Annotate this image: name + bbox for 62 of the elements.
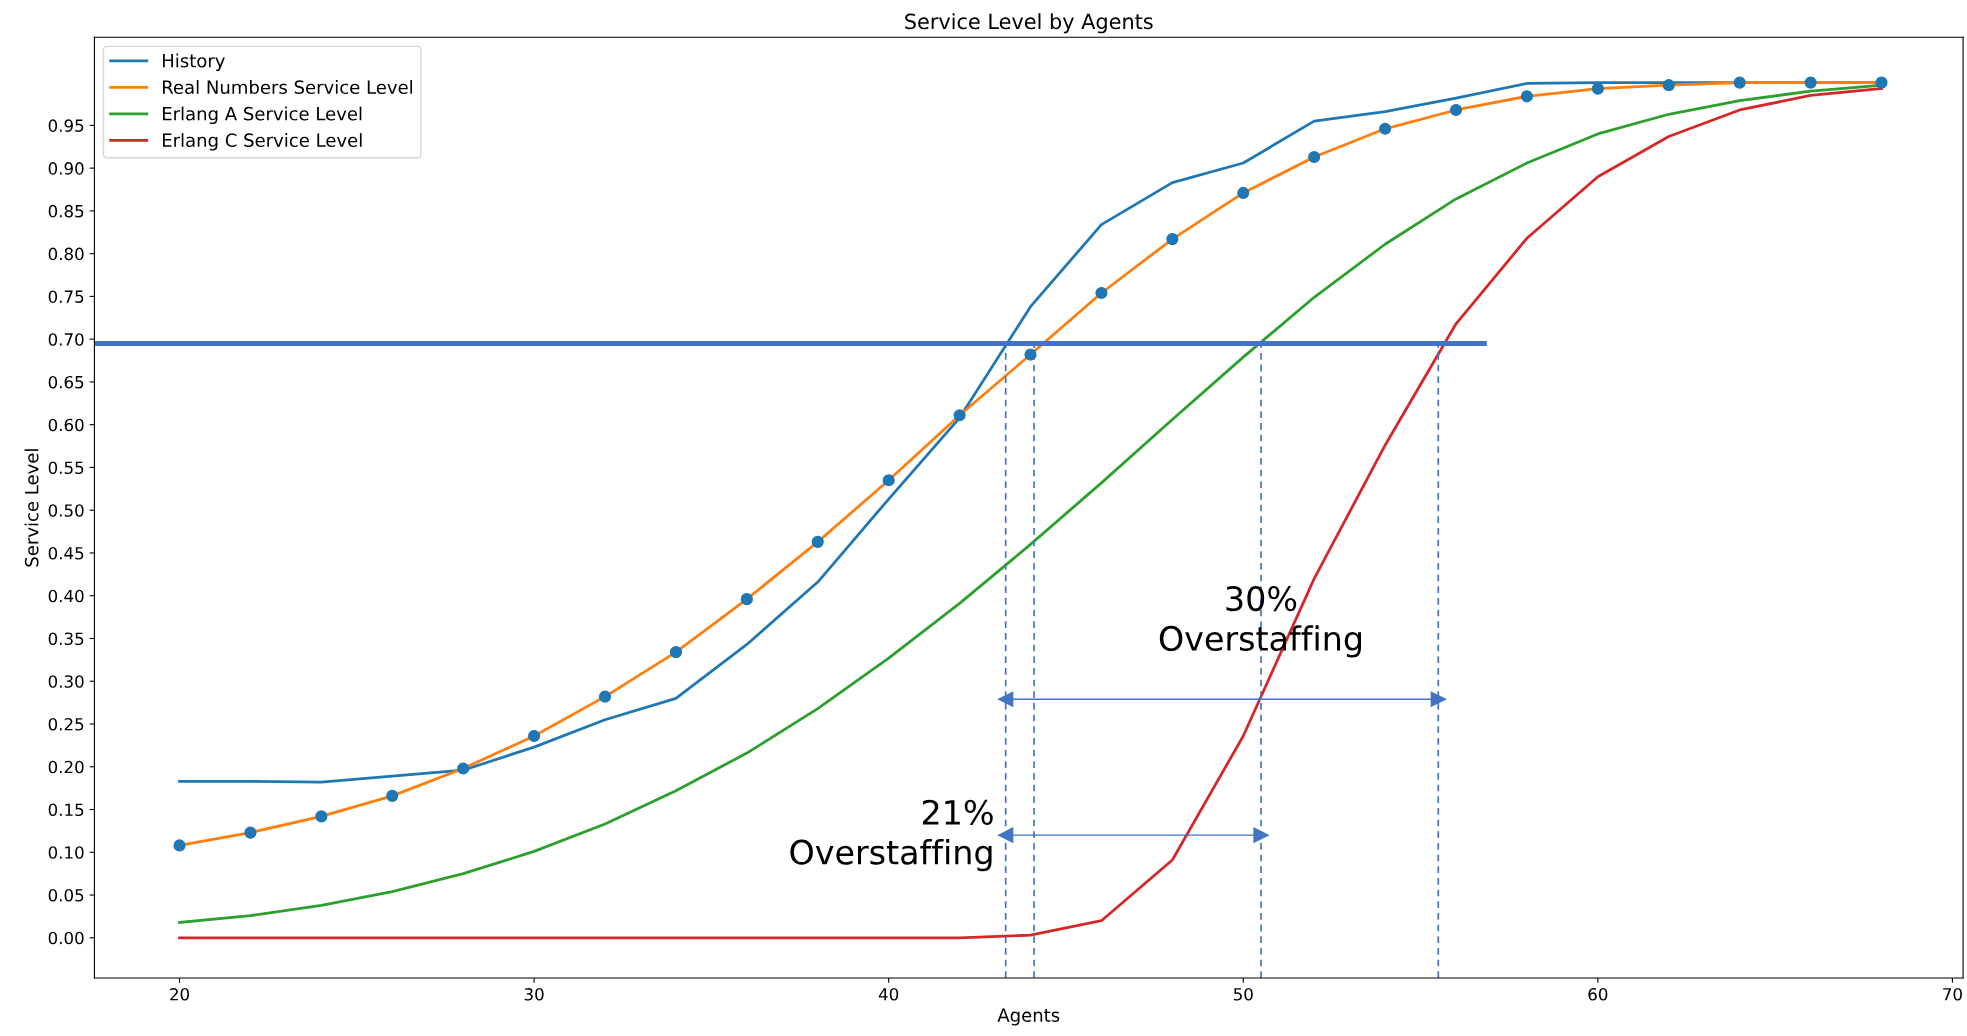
y-tick-label: 0.60: [48, 418, 84, 432]
y-tick-label: 0.40: [48, 589, 84, 603]
point: [1095, 286, 1108, 300]
point: [528, 729, 541, 743]
point: [1804, 76, 1817, 89]
y-tick-label: 0.90: [48, 162, 84, 175]
x-tick-label: 20: [170, 988, 190, 1001]
point: [1662, 79, 1675, 92]
y-tick-label: 0.35: [48, 632, 84, 646]
y-tick-label: 0.85: [48, 204, 84, 218]
point: [386, 789, 399, 802]
point: [1237, 186, 1250, 200]
point: [1024, 348, 1037, 361]
point: [1430, 691, 1446, 707]
annotation: 21% Overstaffing: [790, 799, 993, 872]
y-tick-label: 0.75: [48, 290, 84, 303]
y-tick-label: 0.70: [48, 333, 84, 346]
point: [1733, 76, 1746, 89]
y-tick-label: 0.15: [48, 803, 84, 817]
legend-label: Real Numbers Service Level: [162, 80, 412, 95]
point: [669, 646, 683, 659]
y-tick-label: 0.20: [48, 760, 84, 774]
point: [457, 762, 470, 775]
point: [998, 691, 1014, 707]
x-axis-title: Agents: [997, 1008, 1060, 1026]
point: [315, 810, 328, 823]
point: [1253, 827, 1269, 843]
point: [953, 409, 966, 422]
x-tick-label: 60: [1588, 988, 1608, 1001]
legend-label: Erlang C Service Level: [162, 133, 362, 151]
y-tick-label: 0.00: [48, 931, 84, 945]
legend-label: History: [162, 53, 225, 72]
y-tick-label: 0.10: [48, 846, 84, 859]
point: [1166, 233, 1179, 246]
y-tick-label: 0.55: [48, 461, 84, 475]
point: [244, 826, 257, 839]
point: [1308, 150, 1321, 164]
x-tick-label: 30: [524, 988, 544, 1001]
y-axis-title: Service Level: [24, 449, 39, 567]
point: [598, 690, 612, 703]
y-tick-label: 0.80: [48, 247, 84, 261]
chart-title: Service Level by Agents: [905, 13, 1153, 34]
point: [811, 535, 824, 548]
point: [882, 474, 895, 487]
point: [998, 827, 1014, 843]
y-tick-label: 0.50: [48, 504, 84, 517]
x-tick-label: 70: [1943, 988, 1962, 1001]
x-tick-label: 50: [1233, 988, 1253, 1001]
y-tick-label: 0.05: [48, 888, 84, 902]
point: [1875, 76, 1888, 89]
legend-label: Erlang A Service Level: [162, 106, 362, 125]
y-tick-label: 0.30: [48, 675, 84, 688]
point: [173, 839, 186, 852]
y-tick-label: 0.95: [48, 119, 84, 132]
point: [1379, 122, 1392, 135]
point: [740, 593, 753, 606]
y-tick-label: 0.25: [48, 717, 84, 731]
y-tick-label: 0.45: [48, 546, 84, 560]
x-tick-label: 40: [878, 988, 899, 1001]
point: [1449, 103, 1463, 117]
y-tick-label: 0.65: [48, 375, 84, 389]
point: [1520, 90, 1534, 103]
